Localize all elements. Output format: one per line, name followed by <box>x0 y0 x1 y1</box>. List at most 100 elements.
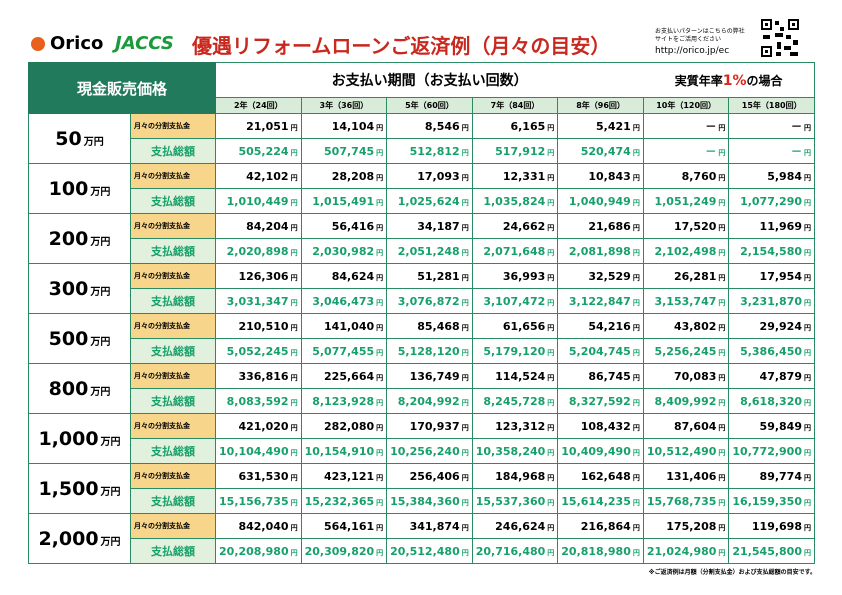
monthly-cell: 136,749 円 <box>386 363 473 389</box>
monthly-cell: 126,306 円 <box>215 263 302 289</box>
total-value: 5,052,245 <box>226 344 289 358</box>
monthly-value: 84,204 <box>246 219 289 233</box>
total-value: 1,025,624 <box>397 194 460 208</box>
yen: 円 <box>718 124 726 132</box>
yen: 円 <box>547 298 555 307</box>
total-cell: 1,010,449 円 <box>215 188 302 214</box>
monthly-value: 12,331 <box>502 169 546 183</box>
monthly-value: 136,749 <box>409 369 460 383</box>
monthly-value: 210,510 <box>238 319 289 333</box>
monthly-value: 170,937 <box>409 419 460 433</box>
yen: 円 <box>461 273 469 282</box>
monthly-cell: 85,468 円 <box>386 313 473 339</box>
total-value: 5,077,455 <box>312 344 375 358</box>
total-value: 2,020,898 <box>226 244 289 258</box>
monthly-value: 631,530 <box>238 469 289 483</box>
total-cell: 5,179,120 円 <box>471 338 559 364</box>
monthly-cell: 175,208 円 <box>642 513 730 539</box>
yen: 円 <box>547 248 555 257</box>
yen: 円 <box>461 448 469 457</box>
yen: 円 <box>804 323 811 332</box>
total-value: 5,386,450 <box>740 344 802 358</box>
amount-unit: 万円 <box>83 136 104 148</box>
total-cell: 20,208,980 円 <box>215 538 302 564</box>
monthly-cell: 89,774 円 <box>728 463 815 489</box>
yen: 円 <box>376 473 384 482</box>
monthly-value: 21,686 <box>588 219 631 233</box>
total-cell: 3,046,473 円 <box>300 288 388 314</box>
monthly-cell: 842,040 円 <box>215 513 302 539</box>
yen: 円 <box>290 398 298 407</box>
rate-header: 実質年率1%の場合 <box>643 62 816 98</box>
yen: 円 <box>804 298 811 307</box>
monthly-cell: 43,802 円 <box>642 313 730 339</box>
total-value: 2,071,648 <box>483 244 546 258</box>
monthly-cell: 34,187 円 <box>386 213 473 239</box>
total-row: 支払総額 8,083,592 円 8,123,928 円 8,204,992 円 8,245,… <box>29 388 815 414</box>
monthly-cell: 119,698 円 <box>728 513 815 539</box>
total-value: 15,384,360 <box>390 494 460 508</box>
monthly-cell: 12,331 円 <box>471 163 559 189</box>
total-value: 3,031,347 <box>226 294 289 308</box>
total-row: 支払総額 20,208,980 円 20,309,820 円 20,512,480 円 20,… <box>29 538 815 564</box>
yen: 円 <box>461 248 469 257</box>
monthly-cell: 341,874 円 <box>386 513 473 539</box>
yen: 円 <box>290 173 298 182</box>
total-value: 20,818,980 <box>561 544 631 558</box>
monthly-value: － <box>791 120 802 133</box>
monthly-row: 300 万円 月々の分割支払金 126,306 円 84,624 円 51,281 円 36,99… <box>28 263 815 314</box>
yen: 円 <box>547 523 555 532</box>
total-cell: 1,025,624 円 <box>386 188 473 214</box>
yen: 円 <box>632 548 640 557</box>
period-header: お支払い期間（お支払い回数） <box>215 62 644 98</box>
amount-cell: 2,000 万円 <box>28 513 131 564</box>
yen: 円 <box>547 348 555 357</box>
total-cell: 3,153,747 円 <box>642 288 730 314</box>
total-cell: 21,545,800 円 <box>728 538 815 564</box>
yen: 円 <box>376 298 384 307</box>
yen: 円 <box>632 398 640 407</box>
yen: 円 <box>376 523 384 532</box>
total-cell: 505,224 円 <box>215 138 302 164</box>
total-cell: 5,256,245 円 <box>642 338 730 364</box>
yen: 円 <box>376 423 384 432</box>
total-value: 10,512,490 <box>646 444 717 458</box>
yen: 円 <box>290 248 298 257</box>
monthly-cell: 8,760 円 <box>642 163 730 189</box>
total-label: 支払総額 <box>129 138 217 164</box>
yen: 円 <box>376 123 384 132</box>
brand-orico: Orico <box>50 33 104 54</box>
total-value: 512,812 <box>409 144 460 158</box>
amount-cell: 800 万円 <box>28 363 131 414</box>
yen: 円 <box>804 498 811 507</box>
yen: 円 <box>632 198 640 207</box>
yen: 円 <box>718 298 726 307</box>
column-header: 15年（180回） <box>728 97 815 114</box>
total-value: 1,051,249 <box>654 194 717 208</box>
amount-unit: 万円 <box>100 436 121 448</box>
monthly-row: 2,000 万円 月々の分割支払金 842,040 円 564,161 円 341,874 円 2… <box>28 513 815 564</box>
total-value: 1,035,824 <box>483 194 546 208</box>
yen: 円 <box>461 548 469 557</box>
yen: 円 <box>547 223 555 232</box>
monthly-cell: 21,686 円 <box>557 213 644 239</box>
total-label: 支払総額 <box>129 288 217 314</box>
yen: 円 <box>632 223 640 232</box>
total-cell: 3,076,872 円 <box>386 288 473 314</box>
yen: 円 <box>547 273 555 282</box>
monthly-value: － <box>705 120 717 133</box>
yen: 円 <box>718 398 726 407</box>
yen: 円 <box>804 273 811 282</box>
monthly-value: 87,604 <box>673 419 717 433</box>
monthly-cell: 11,969 円 <box>728 213 815 239</box>
total-cell: 15,156,735 円 <box>215 488 302 514</box>
orico-logo-mark <box>31 37 45 51</box>
monthly-value: 61,656 <box>502 319 546 333</box>
monthly-value: 119,698 <box>751 519 802 533</box>
yen: 円 <box>547 323 555 332</box>
yen: 円 <box>290 323 298 332</box>
monthly-cell: 47,879 円 <box>728 363 815 389</box>
monthly-value: 564,161 <box>324 519 375 533</box>
total-cell: 512,812 円 <box>386 138 473 164</box>
yen: 円 <box>632 498 640 507</box>
